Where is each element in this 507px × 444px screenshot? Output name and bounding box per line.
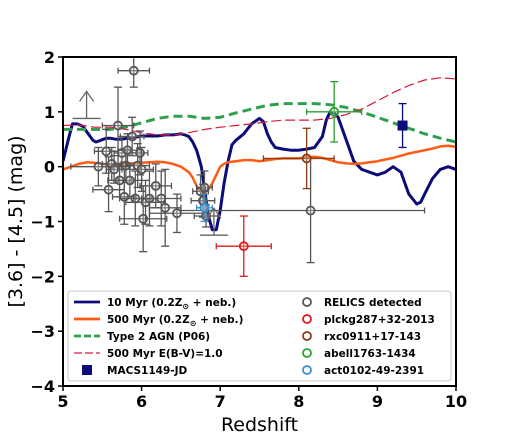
circle-marker	[199, 202, 210, 213]
y-tick-label: 2	[44, 48, 55, 67]
data-point	[306, 81, 363, 143]
y-tick-label: 0	[44, 158, 55, 177]
legend-entry: 10 Myr (0.2Z⊙ + neb.)	[74, 297, 236, 311]
legend-label: rxc0911+17-143	[324, 331, 421, 343]
upper-limit-arrow	[199, 207, 228, 236]
x-tick-label: 10	[445, 392, 467, 411]
data-point	[262, 127, 335, 190]
circle-marker	[329, 106, 340, 117]
legend-circle	[302, 365, 312, 375]
circle-marker	[156, 193, 167, 204]
legend-label: 500 Myr (0.2Z⊙ + neb.)	[107, 314, 243, 328]
data-point	[131, 130, 149, 176]
upper-limit-arrow	[72, 90, 101, 120]
circle-marker	[109, 164, 119, 175]
circle-marker	[305, 205, 316, 216]
data-point	[148, 168, 182, 247]
legend-entry: 500 Myr E(B-V)=1.0	[74, 348, 223, 360]
legend-label: act0102-49-2391	[324, 365, 424, 377]
data-point	[215, 215, 272, 277]
data-point	[148, 193, 206, 234]
legend-box	[67, 290, 452, 382]
legend-label: 10 Myr (0.2Z⊙ + neb.)	[107, 297, 236, 311]
x-tick-label: 9	[372, 392, 383, 411]
macs1149-point	[397, 102, 408, 149]
legend-label: 500 Myr E(B-V)=1.0	[107, 348, 223, 360]
circle-marker	[172, 208, 182, 219]
x-tick-label: 5	[57, 392, 68, 411]
circle-marker	[124, 175, 135, 186]
series-line	[63, 77, 456, 136]
axis-ticks: 5 6 7 8 9 10 −4 −3 −2 −1 0 1 2	[30, 48, 467, 411]
circle-marker	[127, 131, 138, 142]
y-tick-label: −3	[30, 322, 55, 341]
legend-entry: MACS1149-JD	[82, 365, 188, 377]
data-point	[129, 146, 155, 192]
circle-marker	[113, 120, 123, 131]
legend-circle	[302, 314, 312, 324]
y-tick-label: 1	[44, 103, 55, 122]
points-layer	[70, 57, 426, 277]
circle-marker	[128, 65, 139, 76]
circle-marker	[93, 161, 104, 172]
legend-entry: rxc0911+17-143	[302, 331, 421, 343]
circle-marker	[160, 202, 171, 213]
legend-label: RELICS detected	[324, 297, 422, 309]
x-tick-label: 6	[136, 392, 147, 411]
legend-label: plckg287+32-2013	[324, 314, 435, 326]
circle-marker	[122, 145, 133, 156]
data-point	[180, 157, 426, 264]
data-point	[139, 163, 173, 209]
legend-circle	[302, 348, 312, 358]
data-point	[117, 133, 138, 168]
circle-marker	[103, 184, 114, 195]
legend-square	[82, 365, 92, 375]
data-point	[117, 57, 151, 88]
circle-marker	[301, 153, 312, 164]
x-axis-title: Redshift	[221, 414, 298, 436]
legend-entry: 500 Myr (0.2Z⊙ + neb.)	[74, 314, 243, 328]
circle-marker	[199, 182, 210, 193]
circle-marker	[150, 180, 161, 191]
y-tick-label: −1	[30, 213, 55, 232]
circle-marker	[238, 241, 249, 252]
legend-entry: RELICS detected	[302, 297, 422, 309]
legend-label: abell1763-1434	[324, 348, 416, 360]
legend-entry: plckg287+32-2013	[302, 314, 435, 326]
legend-entry: Type 2 AGN (P06)	[74, 331, 210, 343]
x-tick-label: 7	[215, 392, 226, 411]
legend-entry: act0102-49-2391	[302, 365, 424, 377]
legend-entry: abell1763-1434	[302, 348, 416, 360]
circle-marker	[101, 146, 112, 157]
legend-circle	[302, 297, 312, 307]
series-line	[63, 102, 456, 144]
data-point	[195, 193, 213, 223]
legend-label: Type 2 AGN (P06)	[107, 331, 210, 343]
y-tick-label: −2	[30, 267, 55, 286]
y-tick-label: −4	[30, 377, 55, 396]
legend-label: MACS1149-JD	[107, 365, 188, 377]
square-marker	[397, 120, 408, 131]
legend-circle	[302, 331, 312, 341]
legend: 10 Myr (0.2Z⊙ + neb.) 500 Myr (0.2Z⊙ + ne…	[67, 290, 452, 382]
data-point	[119, 116, 145, 157]
x-tick-label: 8	[293, 392, 304, 411]
arrow-head	[206, 207, 222, 219]
circle-marker	[136, 164, 147, 175]
circle-marker	[135, 148, 145, 158]
y-axis-title: [3.6] - [4.5] (mag)	[5, 135, 27, 307]
arrow-head	[79, 90, 95, 102]
